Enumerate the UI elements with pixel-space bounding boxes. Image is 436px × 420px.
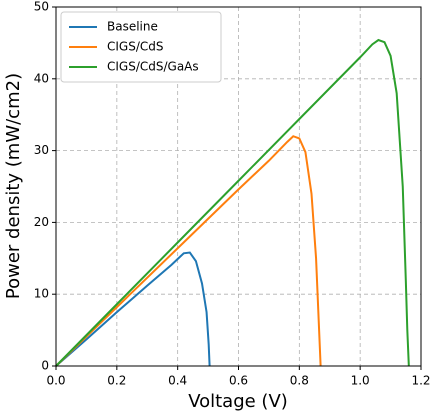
x-tick-label: 0.4: [168, 374, 187, 388]
y-tick-label: 10: [34, 287, 49, 301]
y-tick-label: 0: [41, 359, 49, 373]
legend-box: [60, 11, 222, 83]
x-tick-label: 0.2: [107, 374, 126, 388]
x-axis-label: Voltage (V): [188, 391, 288, 412]
y-tick-label: 40: [34, 71, 49, 85]
x-tick-label: 0.0: [46, 374, 65, 388]
series-line: [55, 251, 211, 367]
legend-label: CIGS/CdS: [107, 40, 164, 54]
legend-label: Baseline: [107, 20, 158, 34]
x-tick-label: 1.2: [411, 374, 430, 388]
y-tick-label: 50: [34, 0, 49, 14]
legend-label: CIGS/CdS/GaAs: [107, 60, 199, 74]
x-tick-label: 0.8: [290, 374, 309, 388]
y-tick-label: 30: [34, 143, 49, 157]
x-tick-label: 0.6: [229, 374, 248, 388]
legend: Baseline CIGS/CdS CIGS/CdS/GaAs: [60, 11, 222, 83]
x-tick-label: 1.0: [351, 374, 370, 388]
y-axis-label: Power density (mW/cm2): [3, 73, 24, 299]
series-line: [55, 38, 410, 367]
plot-frame: [55, 6, 422, 367]
series-line: [55, 135, 322, 367]
y-tick-label: 20: [34, 215, 49, 229]
